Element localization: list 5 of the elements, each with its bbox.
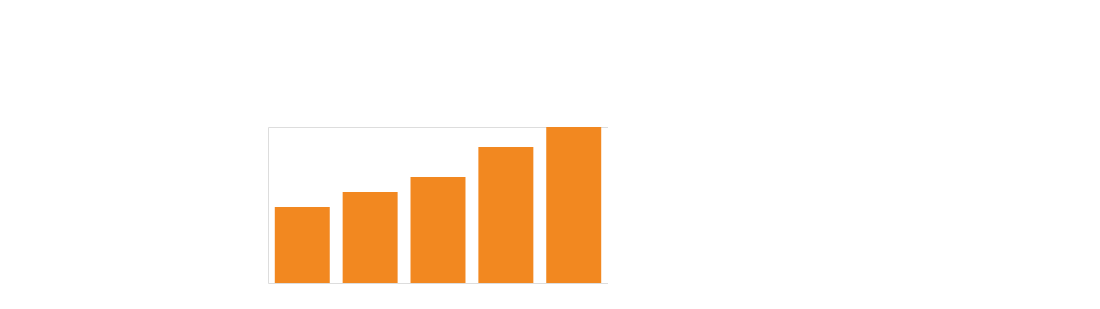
bar [478, 146, 534, 283]
bar [546, 127, 602, 283]
bar [410, 177, 466, 283]
bar [274, 207, 330, 283]
bar [342, 192, 398, 283]
